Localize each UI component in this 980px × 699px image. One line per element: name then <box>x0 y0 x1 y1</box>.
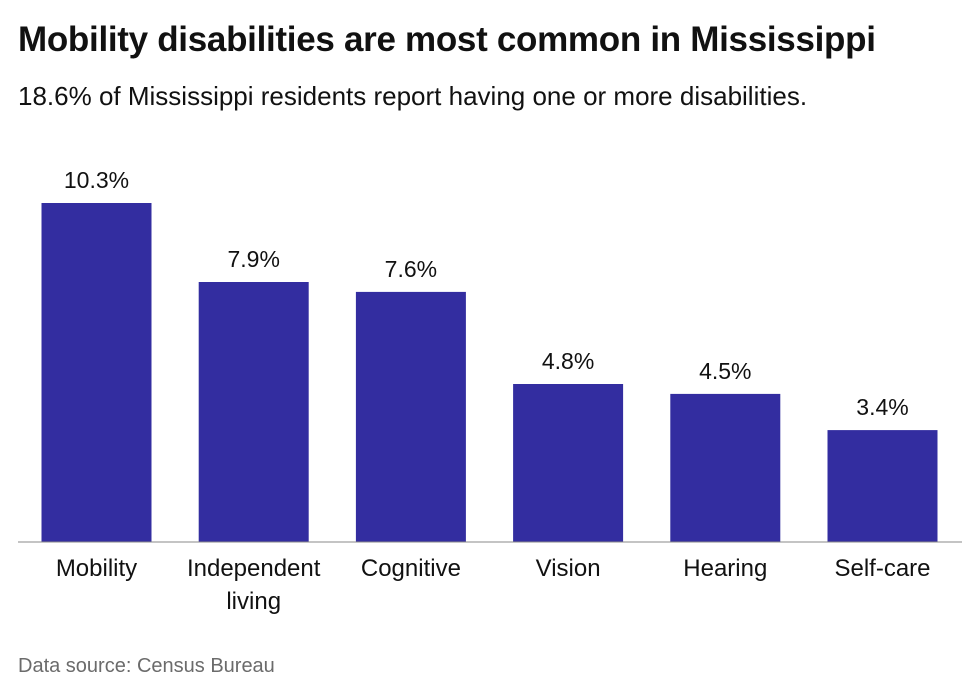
bar-value-label: 7.6% <box>385 256 437 282</box>
bar <box>827 430 938 542</box>
bar-value-label: 4.5% <box>699 358 751 384</box>
x-tick-label: living <box>226 588 281 615</box>
bar <box>41 203 152 542</box>
value-labels-group: 10.3% 7.9% 7.6% 4.8% 4.5% 3.4% <box>64 167 909 420</box>
x-tick-label: Hearing <box>683 555 767 582</box>
bar <box>670 393 781 542</box>
bar-chart: 10.3% 7.9% 7.6% 4.8% 4.5% 3.4% Mobility Indepe… <box>18 167 962 615</box>
x-tick-label: Independent <box>187 555 321 582</box>
bar-value-label: 3.4% <box>856 394 908 420</box>
chart-subtitle: 18.6% of Mississippi residents report ha… <box>18 81 808 111</box>
bar-value-label: 7.9% <box>227 246 279 272</box>
x-tick-label: Mobility <box>56 555 137 582</box>
category-labels-group: Mobility Independent living Cognitive Vision… <box>56 555 931 615</box>
data-source-note: Data source: Census Bureau <box>18 655 275 677</box>
x-tick-label: Self-care <box>834 555 930 582</box>
chart-title: Mobility disabilities are most common in… <box>18 20 876 59</box>
bar-value-label: 10.3% <box>64 167 129 193</box>
x-tick-label: Cognitive <box>361 555 461 582</box>
bar-value-label: 4.8% <box>542 348 594 374</box>
bars-group <box>41 203 938 542</box>
x-tick-label: Vision <box>536 555 601 582</box>
bar <box>513 384 624 542</box>
bar <box>355 291 466 542</box>
bar <box>198 282 309 542</box>
